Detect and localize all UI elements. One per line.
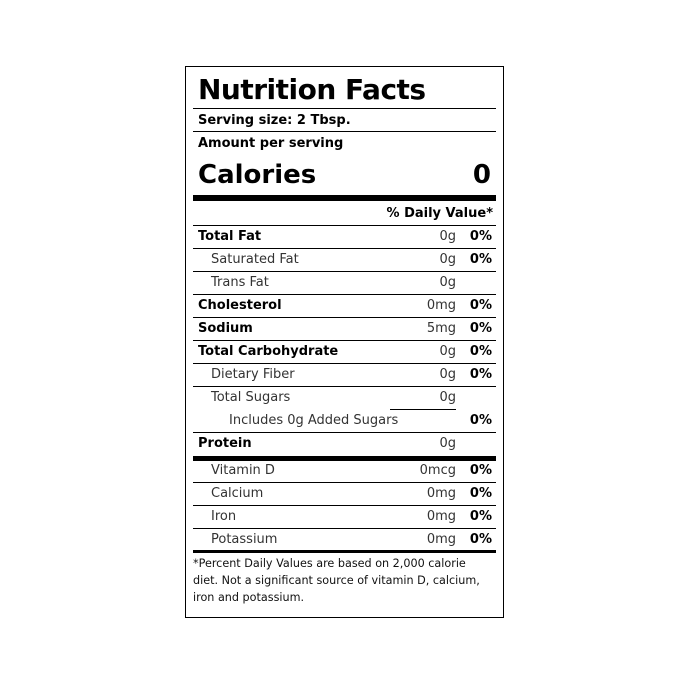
divider <box>193 432 496 433</box>
nutrient-row-dietary-fiber: Dietary Fiber 0g 0% <box>193 364 496 387</box>
nutrient-daily-value: 0% <box>469 229 492 244</box>
calories-value: 0 <box>472 160 491 190</box>
nutrient-name: Protein <box>198 436 252 451</box>
nutrient-row-protein: Protein 0g <box>193 433 496 456</box>
divider <box>193 340 496 341</box>
vitamin-amount: 0mcg <box>419 463 456 478</box>
nutrient-amount: 0g <box>439 344 456 359</box>
thick-divider <box>193 195 496 201</box>
divider <box>193 225 496 226</box>
nutrient-row-total-sugars: Total Sugars 0g <box>193 387 496 410</box>
calories-label: Calories <box>198 160 317 190</box>
nutrient-row-trans-fat: Trans Fat 0g <box>193 272 496 295</box>
divider <box>193 294 496 295</box>
nutrient-amount: 5mg <box>426 321 456 336</box>
thick-divider <box>193 456 496 461</box>
nutrient-name: Includes 0g Added Sugars <box>229 413 399 428</box>
nutrient-daily-value: 0% <box>469 298 492 313</box>
label-title: Nutrition Facts <box>198 73 426 106</box>
vitamin-name: Vitamin D <box>211 463 275 478</box>
nutrient-amount: 0g <box>439 390 456 405</box>
nutrient-name: Saturated Fat <box>211 252 299 267</box>
nutrient-daily-value: 0% <box>469 413 492 428</box>
nutrient-name: Total Sugars <box>211 390 291 405</box>
nutrient-daily-value: 0% <box>469 321 492 336</box>
vitamin-daily-value: 0% <box>469 509 492 524</box>
divider <box>390 409 456 410</box>
vitamin-name: Iron <box>211 509 237 524</box>
nutrient-name: Dietary Fiber <box>211 367 295 382</box>
footnote: *Percent Daily Values are based on 2,000… <box>193 557 480 604</box>
nutrient-daily-value: 0% <box>469 367 492 382</box>
nutrient-name: Trans Fat <box>211 275 269 290</box>
divider <box>193 131 496 132</box>
vitamin-daily-value: 0% <box>469 463 492 478</box>
nutrient-amount: 0g <box>439 367 456 382</box>
thick-divider <box>193 550 496 553</box>
vitamin-amount: 0mg <box>426 486 456 501</box>
serving-size: Serving size: 2 Tbsp. <box>198 113 351 128</box>
vitamin-amount: 0mg <box>426 532 456 547</box>
nutrient-row-total-carbohydrate: Total Carbohydrate 0g 0% <box>193 341 496 364</box>
divider <box>193 386 496 387</box>
vitamin-amount: 0mg <box>426 509 456 524</box>
vitamin-name: Calcium <box>211 486 264 501</box>
nutrient-row-added-sugars: Includes 0g Added Sugars 0% <box>193 410 496 433</box>
nutrient-amount: 0g <box>439 229 456 244</box>
vitamin-row-vitamin-d: Vitamin D 0mcg 0% <box>193 460 496 483</box>
nutrient-row-saturated-fat: Saturated Fat 0g 0% <box>193 249 496 272</box>
nutrient-daily-value: 0% <box>469 252 492 267</box>
vitamin-row-potassium: Potassium 0mg 0% <box>193 529 496 552</box>
divider <box>193 271 496 272</box>
divider <box>193 317 496 318</box>
divider <box>193 363 496 364</box>
daily-value-header: % Daily Value* <box>386 206 493 221</box>
vitamin-daily-value: 0% <box>469 532 492 547</box>
nutrient-amount: 0g <box>439 252 456 267</box>
nutrient-amount: 0mg <box>426 298 456 313</box>
nutrition-facts-label: Nutrition Facts Serving size: 2 Tbsp. Am… <box>185 66 504 618</box>
divider <box>193 528 496 529</box>
divider <box>193 248 496 249</box>
nutrient-name: Total Carbohydrate <box>198 344 339 359</box>
vitamin-name: Potassium <box>211 532 278 547</box>
nutrient-amount: 0g <box>439 436 456 451</box>
divider <box>193 482 496 483</box>
nutrient-row-total-fat: Total Fat 0g 0% <box>193 226 496 249</box>
nutrient-row-cholesterol: Cholesterol 0mg 0% <box>193 295 496 318</box>
vitamin-row-iron: Iron 0mg 0% <box>193 506 496 529</box>
nutrient-amount: 0g <box>439 275 456 290</box>
nutrient-daily-value: 0% <box>469 344 492 359</box>
nutrient-name: Total Fat <box>198 229 262 244</box>
divider <box>193 108 496 109</box>
nutrient-name: Sodium <box>198 321 253 336</box>
vitamin-row-calcium: Calcium 0mg 0% <box>193 483 496 506</box>
nutrient-name: Cholesterol <box>198 298 282 313</box>
nutrient-row-sodium: Sodium 5mg 0% <box>193 318 496 341</box>
amount-per-serving: Amount per serving <box>198 136 344 151</box>
vitamin-daily-value: 0% <box>469 486 492 501</box>
divider <box>193 505 496 506</box>
